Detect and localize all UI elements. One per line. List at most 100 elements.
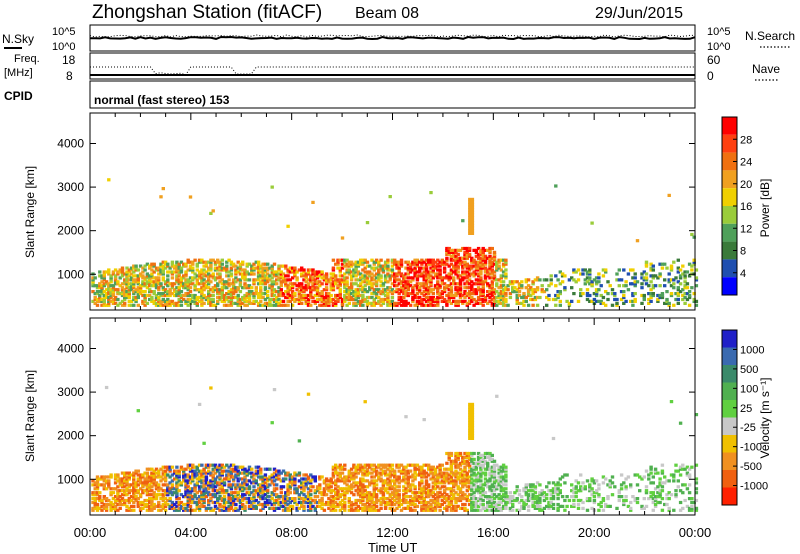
velocity-cell (272, 471, 277, 475)
power-cell (433, 266, 438, 270)
power-cell (263, 288, 268, 292)
velocity-cell (402, 498, 406, 503)
velocity-cell (461, 461, 465, 465)
velocity-cell (368, 506, 372, 510)
velocity-cell (152, 502, 156, 507)
power-cell (424, 286, 429, 290)
velocity-cell (300, 497, 304, 501)
power-cell (295, 288, 299, 292)
velocity-cell (327, 500, 331, 505)
velocity-cell (163, 473, 168, 477)
power-cell (143, 297, 147, 302)
velocity-cell (288, 473, 292, 477)
power-cell (311, 282, 315, 286)
power-cell (141, 282, 145, 286)
velocity-cell (433, 483, 438, 487)
power-cell (445, 284, 449, 288)
power-cell (447, 299, 451, 303)
velocity-cell (243, 506, 247, 510)
power-cell (177, 297, 181, 302)
velocity-cell (225, 489, 229, 493)
velocity-cell (270, 506, 274, 510)
power-cell (123, 272, 127, 276)
velocity-cell (284, 502, 288, 507)
velocity-cell (383, 473, 388, 477)
power-cell (681, 293, 685, 298)
velocity-cell (123, 479, 127, 483)
power-cell (647, 284, 651, 288)
power-cell (413, 270, 417, 274)
velocity-cell (404, 415, 408, 419)
power-cell (261, 280, 265, 284)
power-cell (123, 282, 127, 286)
power-cell (481, 286, 485, 290)
velocity-cell (381, 487, 386, 491)
velocity-cell (397, 485, 401, 489)
power-cell (245, 303, 249, 307)
power-cell (399, 258, 404, 262)
power-cell (102, 276, 106, 280)
power-cell (102, 284, 106, 288)
velocity-cell (204, 489, 209, 493)
velocity-cell (188, 463, 193, 467)
power-cell (383, 276, 388, 280)
velocity-cell (138, 477, 143, 481)
power-cell (554, 297, 558, 302)
velocity-cell (277, 477, 281, 481)
velocity-cell (134, 497, 138, 501)
power-cell (361, 303, 365, 307)
power-cell (263, 266, 268, 270)
power-cell (259, 303, 263, 307)
power-cell (107, 284, 111, 288)
power-cell (490, 268, 494, 272)
velocity-cell (422, 508, 426, 512)
power-cell (177, 290, 181, 294)
power-cell (365, 282, 370, 286)
velocity-cell (177, 479, 181, 483)
velocity-cell (163, 497, 168, 501)
velocity-cell (132, 479, 136, 483)
velocity-cell (304, 477, 308, 481)
velocity-cell (374, 487, 379, 491)
power-cell (363, 258, 367, 262)
power-cell (241, 262, 245, 266)
velocity-cell (213, 506, 218, 510)
velocity-cell (204, 471, 209, 475)
power-cell (418, 260, 422, 264)
power-cell (336, 258, 340, 262)
power-cell (456, 270, 460, 274)
velocity-cell (372, 469, 376, 473)
power-cell (247, 286, 252, 290)
velocity-cell (424, 504, 429, 508)
velocity-cell (447, 497, 451, 501)
velocity-cell (288, 475, 292, 479)
velocity-cell (359, 506, 363, 510)
velocity-cell (91, 483, 95, 487)
power-cell (626, 288, 631, 292)
power-cell (488, 276, 492, 280)
velocity-cell (197, 402, 202, 406)
velocity-cell (188, 500, 193, 505)
velocity-cell (113, 487, 118, 491)
velocity-cell (175, 473, 179, 477)
power-cell (436, 288, 440, 292)
power-cell (334, 274, 338, 278)
power-cell (313, 286, 317, 290)
velocity-cell (241, 506, 245, 510)
power-cell (270, 292, 274, 296)
power-cell (343, 297, 347, 302)
velocity-cell (220, 508, 224, 512)
velocity-cell (93, 504, 97, 508)
power-cell (483, 258, 488, 262)
power-cell (488, 266, 492, 270)
velocity-cell (383, 497, 388, 501)
power-cell (179, 284, 184, 288)
power-cell (492, 270, 497, 274)
power-cell (406, 284, 410, 288)
power-cell (467, 266, 472, 270)
velocity-cell (302, 506, 306, 510)
power-cell (406, 282, 410, 286)
power-cell (461, 299, 465, 303)
power-cell (331, 276, 336, 280)
power-cell (420, 292, 424, 296)
